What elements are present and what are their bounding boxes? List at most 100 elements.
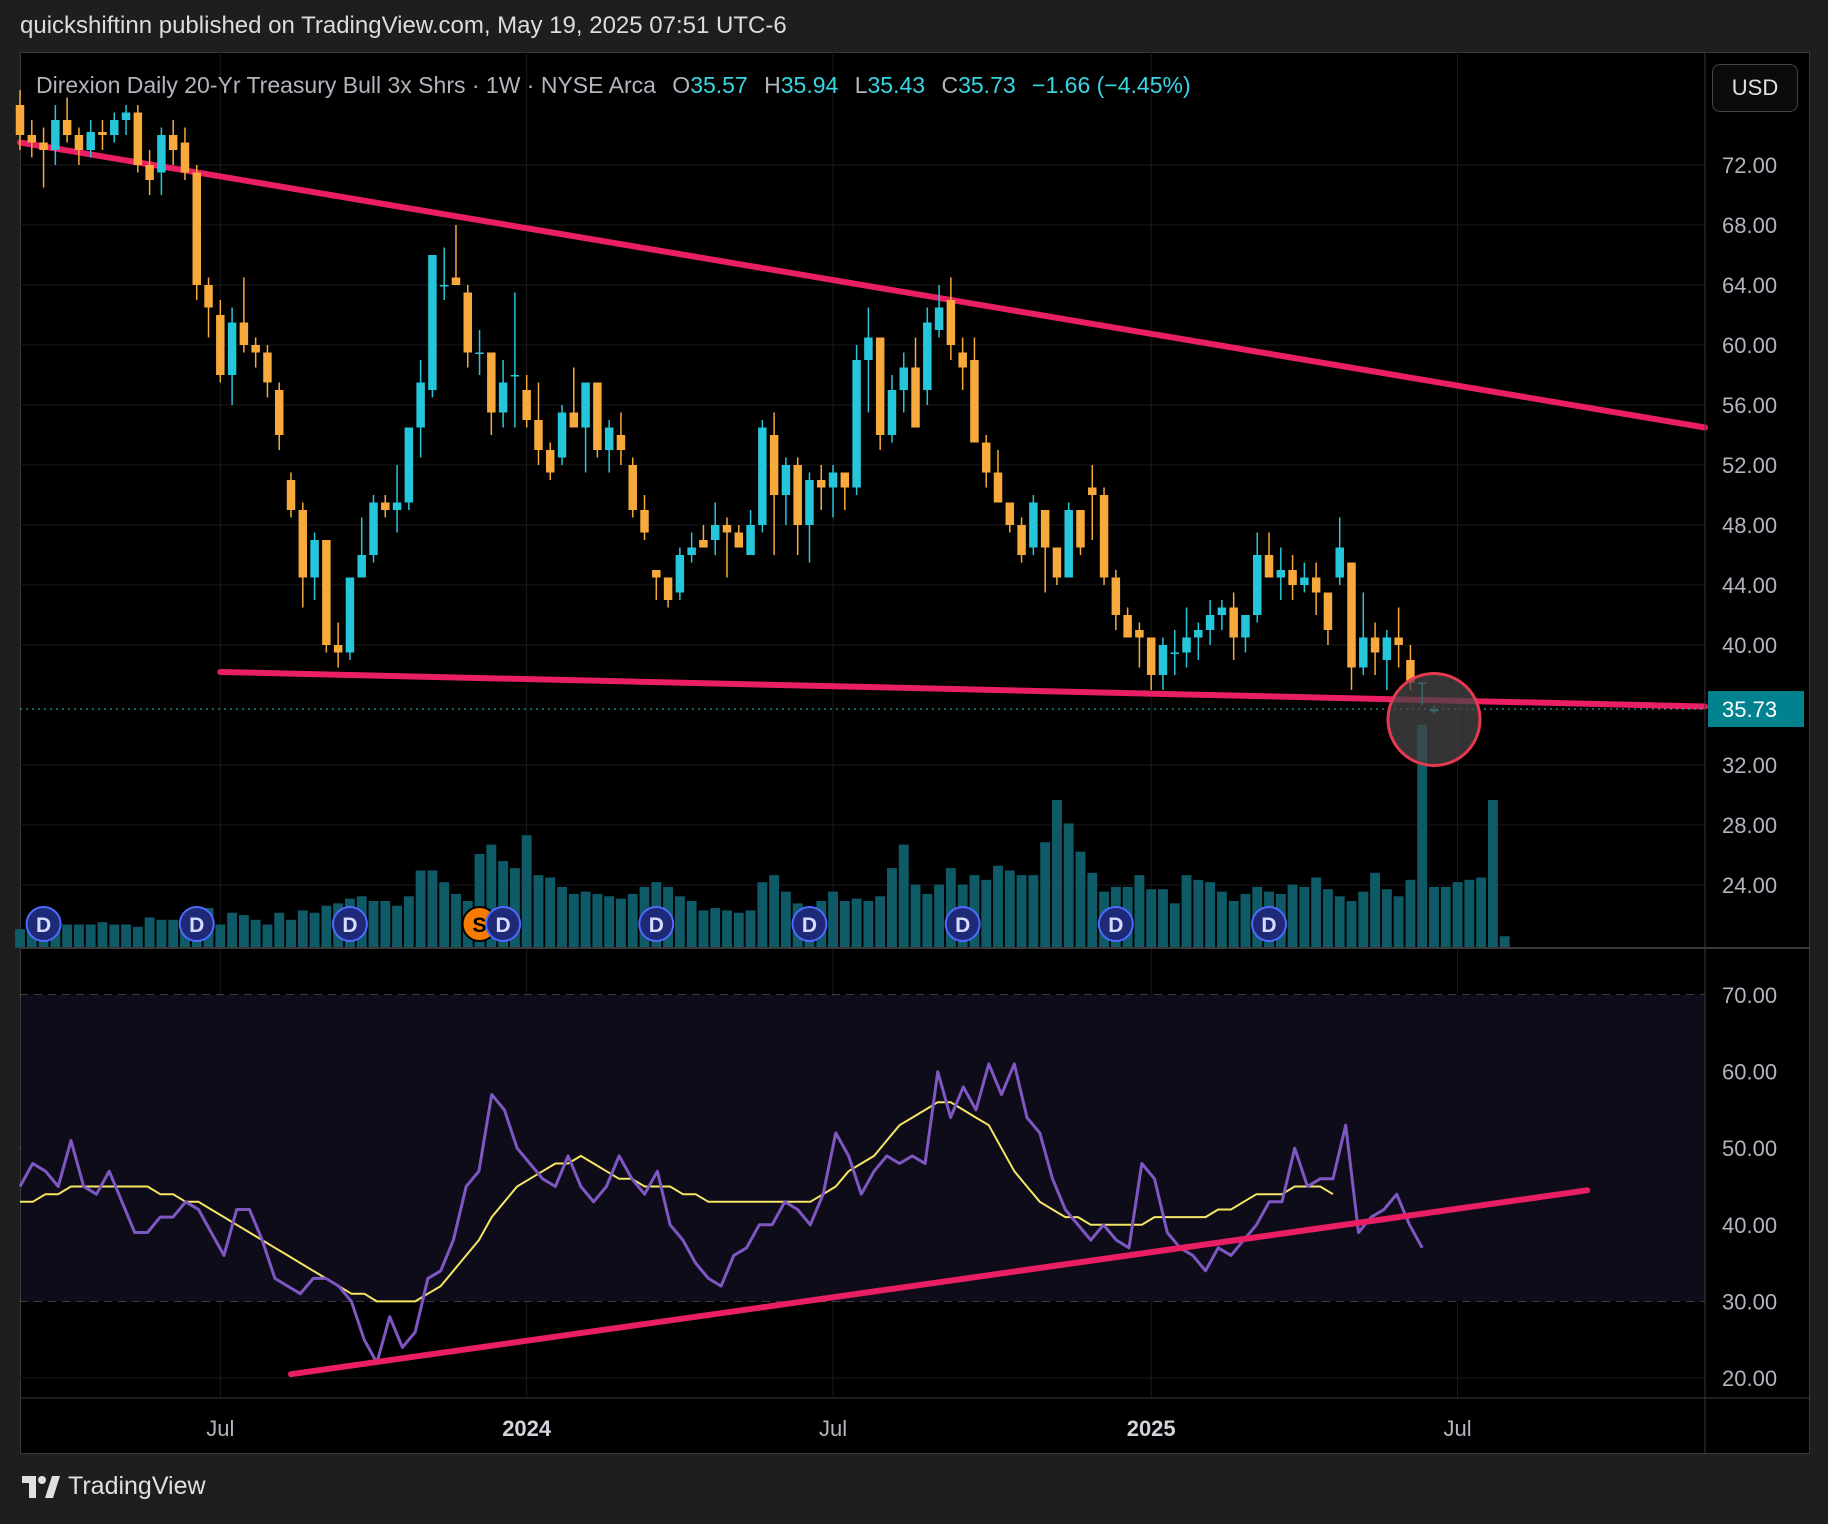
volume-bar <box>1240 893 1251 948</box>
volume-bar <box>698 910 709 948</box>
rsi-pane <box>18 995 1706 1378</box>
candle-body <box>911 367 920 428</box>
candle-body <box>1347 562 1356 668</box>
price-tick-label: 32.00 <box>1722 753 1777 778</box>
price-tick-label: 68.00 <box>1722 213 1777 238</box>
footer-brand-text: TradingView <box>68 1472 206 1500</box>
volume-bar <box>1358 891 1369 948</box>
time-tick-label: 2025 <box>1127 1416 1176 1441</box>
candle-body <box>793 465 802 525</box>
candle-body <box>1123 615 1132 638</box>
volume-bar <box>486 844 497 948</box>
dividend-mark: D <box>331 906 368 942</box>
candle-body <box>652 570 661 578</box>
rsi-line <box>18 1062 1424 1365</box>
volume-bar <box>509 868 520 948</box>
dividend-mark-circle <box>791 906 828 942</box>
volume-bar <box>1051 799 1062 948</box>
candle-body <box>1394 637 1403 645</box>
volume-bars <box>15 724 1510 948</box>
candle-body <box>758 427 767 525</box>
dividend-mark: D <box>944 906 981 942</box>
candle-body <box>357 555 366 578</box>
candle-body <box>1194 630 1203 638</box>
candle-body <box>981 442 991 473</box>
candles <box>15 90 1439 714</box>
dividend-mark-circle <box>638 906 675 942</box>
candle-body <box>1288 570 1297 585</box>
candle-body <box>1252 555 1262 615</box>
volume-bar <box>722 910 732 948</box>
volume-bar <box>1311 877 1322 948</box>
volume-bar <box>415 870 426 948</box>
candle-body <box>475 352 484 354</box>
candle-body <box>687 547 696 555</box>
volume-bar <box>780 891 791 948</box>
symbol-name: Direxion Daily 20-Yr Treasury Bull 3x Sh… <box>36 72 656 98</box>
change-value: −1.66 (−4.45%) <box>1032 72 1191 98</box>
price-tick-label: 24.00 <box>1722 873 1777 898</box>
volume-bar <box>910 884 921 948</box>
low-value: 35.43 <box>867 72 926 98</box>
candle-body <box>487 352 496 413</box>
volume-bar <box>474 854 485 948</box>
dividend-mark: D <box>1251 906 1288 942</box>
price-tick-label: 64.00 <box>1722 273 1777 298</box>
candle-body <box>1323 592 1333 630</box>
candle-body <box>286 480 296 510</box>
candle-body <box>1111 577 1121 615</box>
volume-bar <box>1287 884 1298 948</box>
volume-bar <box>1334 896 1345 948</box>
candle-body <box>781 465 791 495</box>
candle-body <box>522 390 531 420</box>
candle-body <box>510 375 520 377</box>
candle-body <box>958 352 967 368</box>
candle-body <box>1146 637 1156 675</box>
candle-body <box>840 472 850 488</box>
dividend-mark-label: S <box>473 914 487 937</box>
candle-body <box>15 105 25 135</box>
currency-button[interactable]: USD <box>1712 64 1798 112</box>
dividend-mark-circle <box>1097 906 1134 942</box>
close-value: 35.73 <box>958 72 1016 98</box>
volume-bar <box>686 901 697 948</box>
volume-bar <box>250 919 261 948</box>
footer-brand[interactable]: TradingView <box>20 1472 206 1501</box>
volume-bar <box>321 905 332 948</box>
dividend-mark-label: D <box>342 914 357 937</box>
volume-bar <box>828 891 838 948</box>
volume-bar <box>1370 872 1381 948</box>
candle-body <box>298 510 308 578</box>
volume-bar <box>309 912 320 948</box>
candle-body <box>498 382 508 413</box>
candle-body <box>381 502 390 510</box>
volume-bar <box>533 875 544 948</box>
volume-bar <box>238 915 249 948</box>
price-tick-label: 40.00 <box>1722 633 1777 658</box>
candle-body <box>593 382 602 450</box>
rsi-tick-label: 50.00 <box>1722 1136 1777 1161</box>
dividend-mark-label: D <box>496 914 511 937</box>
candle-body <box>1264 555 1274 578</box>
volume-bar <box>168 919 179 948</box>
candle-body <box>1241 615 1250 638</box>
volume-bar <box>757 882 768 948</box>
high-value: 35.94 <box>780 72 839 98</box>
volume-bar <box>568 893 579 948</box>
candle-body <box>628 465 637 510</box>
price-trendlines <box>17 139 1708 710</box>
rsi-trendline <box>288 1187 1591 1378</box>
candle-body <box>1135 630 1144 638</box>
price-tick-label: 48.00 <box>1722 513 1777 538</box>
low-label: L <box>854 72 868 98</box>
volume-bar <box>1193 879 1204 948</box>
dividend-mark: D <box>791 906 828 942</box>
publish-header: quickshiftinn published on TradingView.c… <box>20 12 787 39</box>
dividend-mark: D <box>485 906 522 942</box>
volume-bar <box>981 879 992 948</box>
candle-body <box>1406 660 1415 683</box>
dividend-mark: D <box>178 906 215 942</box>
rsi-tick-label: 40.00 <box>1722 1213 1777 1238</box>
volume-bar <box>1004 870 1015 948</box>
